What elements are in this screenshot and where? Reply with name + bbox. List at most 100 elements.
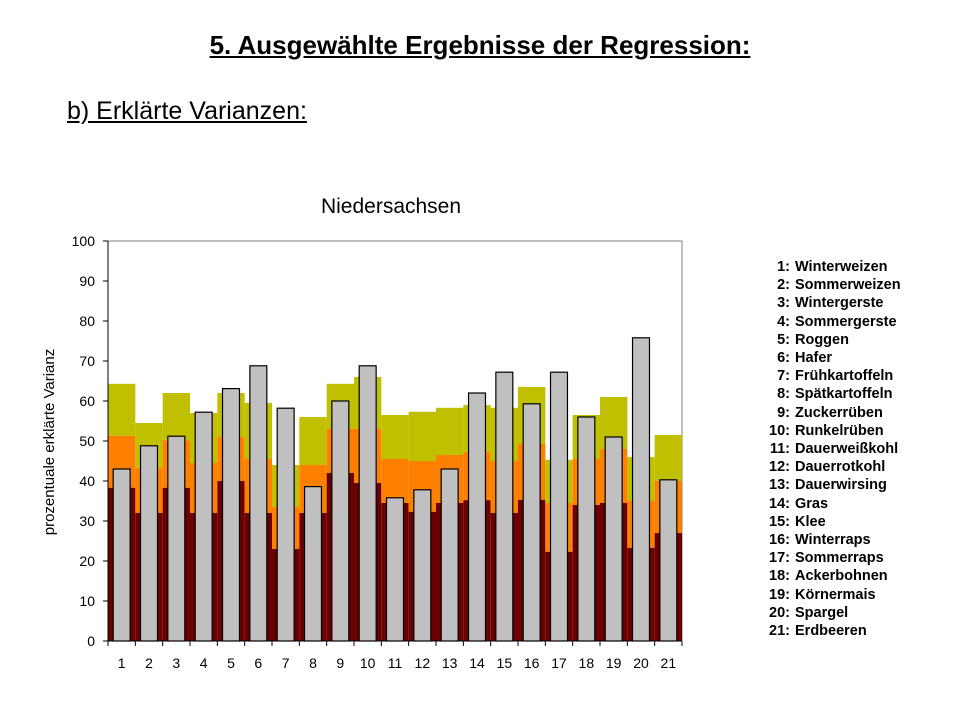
x-tick-label: 12	[415, 655, 431, 671]
overlay-bar	[631, 337, 651, 642]
legend-item-label: Wintergerste	[795, 295, 884, 312]
overlay-bar	[331, 400, 350, 642]
legend-item: 20: Spargel	[758, 604, 901, 622]
overlay-bar	[522, 403, 541, 642]
crop-legend: 1: Winterweizen 2: Sommerweizen 3: Wintergers…	[758, 258, 901, 640]
legend-item: 6: Hafer	[758, 349, 901, 367]
x-tick-label: 13	[442, 655, 458, 671]
x-tick-label: 14	[469, 655, 485, 671]
overlay-bar	[495, 371, 514, 642]
x-tick-label: 7	[282, 655, 290, 671]
legend-item: 12: Dauerrotkohl	[758, 458, 901, 476]
legend-item-number: 9:	[777, 404, 790, 421]
legend-item-number: 10:	[769, 422, 790, 439]
legend-item: 5: Roggen	[758, 331, 901, 349]
legend-item-label: Runkelrüben	[795, 422, 884, 439]
overlay-bar	[604, 436, 623, 642]
overlay-bar	[413, 489, 432, 642]
legend-item: 8: Spätkartoffeln	[758, 385, 901, 403]
slide-subtitle: b) Erklärte Varianzen:	[67, 97, 307, 125]
legend-item-number: 4:	[777, 313, 790, 330]
x-tick-label: 8	[309, 655, 317, 671]
y-tick-label: 80	[79, 313, 95, 329]
overlay-bar	[440, 468, 459, 642]
legend-item-number: 13:	[769, 477, 790, 494]
stacked-bar-segment	[408, 411, 436, 461]
y-tick-label: 20	[79, 553, 95, 569]
stacked-bar-segment	[299, 417, 327, 465]
legend-item-label: Sommerraps	[795, 550, 884, 567]
x-tick-label: 18	[579, 655, 595, 671]
stacked-bar-segment	[436, 407, 464, 455]
legend-item-number: 14:	[769, 495, 790, 512]
legend-item-number: 8:	[777, 386, 790, 403]
x-tick-label: 6	[254, 655, 262, 671]
slide-title: 5. Ausgewählte Ergebnisse der Regression…	[209, 30, 751, 60]
y-tick-label: 90	[79, 273, 95, 289]
legend-item: 18: Ackerbohnen	[758, 567, 901, 585]
y-tick-label: 50	[79, 433, 95, 449]
x-tick-label: 16	[524, 655, 540, 671]
legend-item-label: Winterraps	[795, 532, 871, 549]
legend-item-number: 7:	[777, 368, 790, 385]
legend-item-label: Winterweizen	[795, 259, 888, 275]
legend-item: 17: Sommerraps	[758, 549, 901, 567]
chart-title: Niedersachsen	[321, 195, 461, 218]
x-tick-label: 3	[172, 655, 180, 671]
overlay-bar	[249, 365, 268, 642]
x-tick-label: 4	[200, 655, 208, 671]
x-tick-label: 20	[633, 655, 649, 671]
x-tick-label: 19	[606, 655, 622, 671]
x-tick-label: 2	[145, 655, 153, 671]
legend-item: 15: Klee	[758, 513, 901, 531]
legend-item-number: 5:	[777, 331, 790, 348]
legend-item: 3: Wintergerste	[758, 294, 901, 312]
legend-item-label: Körnermais	[795, 586, 876, 603]
legend-item: 10: Runkelrüben	[758, 422, 901, 440]
legend-item-label: Spargel	[795, 604, 849, 621]
x-tick-label: 21	[661, 655, 677, 671]
x-tick-label: 5	[227, 655, 235, 671]
legend-item-number: 12:	[769, 459, 790, 476]
stacked-bar-segment	[108, 383, 136, 436]
legend-item-label: Zuckerrüben	[795, 404, 883, 421]
legend-item: 14: Gras	[758, 495, 901, 513]
legend-item-label: Klee	[795, 513, 826, 530]
y-tick-label: 60	[79, 393, 95, 409]
overlay-bar	[276, 407, 295, 642]
legend-item-label: Dauerrotkohl	[795, 459, 886, 476]
legend-item-number: 15:	[769, 513, 790, 530]
overlay-bar	[221, 388, 241, 642]
legend-item: 9: Zuckerrüben	[758, 404, 901, 422]
legend-item: 21: Erdbeeren	[758, 622, 901, 640]
legend-item: 11: Dauerweißkohl	[758, 440, 901, 458]
legend-item-label: Erdbeeren	[795, 623, 867, 640]
overlay-bar	[167, 435, 186, 642]
overlay-bar	[194, 411, 213, 642]
legend-item-number: 1:	[777, 259, 790, 275]
legend-item-label: Ackerbohnen	[795, 568, 888, 585]
y-tick-label: 0	[87, 633, 95, 649]
legend-item-label: Sommerweizen	[795, 277, 901, 294]
overlay-bar	[467, 392, 487, 642]
legend-item: 2: Sommerweizen	[758, 276, 901, 294]
legend-item-label: Spätkartoffeln	[795, 386, 893, 403]
legend-item-number: 19:	[769, 586, 790, 603]
legend-item-label: Dauerweißkohl	[795, 441, 899, 458]
legend-item: 16: Winterraps	[758, 531, 901, 549]
legend-item-number: 16:	[769, 532, 790, 549]
x-tick-label: 1	[118, 655, 126, 671]
legend-item-label: Roggen	[795, 331, 849, 348]
overlay-bar	[358, 365, 377, 642]
legend-item-label: Sommergerste	[795, 313, 897, 330]
stacked-bar-segment	[381, 459, 409, 503]
x-tick-label: 9	[336, 655, 344, 671]
legend-item-number: 11:	[769, 441, 790, 458]
stacked-bar-segment	[654, 435, 682, 481]
legend-item: 19: Körnermais	[758, 586, 901, 604]
legend-item-number: 6:	[777, 350, 790, 367]
legend-item-number: 21:	[769, 623, 790, 640]
overlay-bar	[549, 371, 569, 642]
legend-item-number: 17:	[769, 550, 790, 567]
